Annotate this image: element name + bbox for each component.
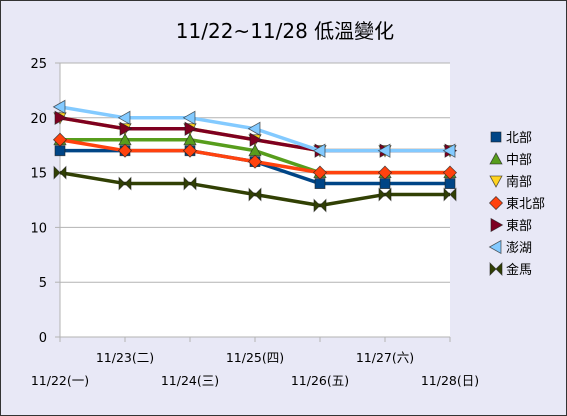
data-point	[377, 143, 391, 158]
legend-label: 北部	[506, 131, 532, 146]
data-point	[378, 187, 392, 202]
legend-label: 澎湖	[506, 241, 532, 256]
legend-label: 中部	[506, 153, 532, 168]
plot-area: 0 5 10 15 20 25 11/22(一) 11/23(二) 11/24(三) 11/25(…	[30, 57, 479, 388]
data-point	[54, 110, 68, 125]
data-point	[118, 176, 132, 191]
x-tick-label: 11/25(四)	[226, 350, 284, 365]
legend-marker	[488, 195, 504, 211]
series-6	[52, 99, 456, 158]
data-point	[247, 121, 261, 136]
chart-title: 11/22~11/28 低溫變化	[176, 19, 394, 43]
data-point	[442, 143, 456, 158]
data-point	[183, 176, 197, 191]
data-point	[117, 143, 133, 158]
data-point	[442, 165, 458, 180]
data-point	[312, 165, 328, 180]
legend-item: 東部	[490, 217, 532, 234]
legend-item: 金馬	[489, 262, 532, 278]
legend-item: 東北部	[488, 195, 545, 212]
data-point	[313, 198, 327, 213]
plot-background	[60, 63, 450, 337]
data-point	[314, 178, 326, 189]
data-point	[54, 145, 66, 157]
data-point	[182, 143, 198, 158]
series-7	[53, 165, 457, 213]
x-tick-label: 11/22(一)	[31, 373, 89, 388]
data-point	[248, 187, 262, 202]
data-point	[52, 132, 68, 147]
data-point	[119, 121, 133, 136]
data-point	[53, 165, 67, 180]
x-tick-label: 11/28(日)	[421, 373, 479, 388]
y-tick-label: 20	[30, 112, 47, 127]
legend-label: 南部	[506, 174, 532, 190]
data-point	[247, 154, 263, 169]
y-tick-label: 0	[39, 331, 47, 346]
data-point	[249, 132, 263, 147]
x-tick-label: 11/23(二)	[96, 350, 154, 365]
data-point	[379, 178, 391, 189]
legend-item: 澎湖	[488, 239, 532, 256]
x-tick-label: 11/27(六)	[356, 350, 414, 365]
data-point	[377, 165, 393, 180]
data-point	[443, 187, 457, 202]
series-4	[52, 132, 458, 180]
legend-marker	[490, 131, 502, 143]
legend-marker	[490, 217, 504, 233]
legend-marker	[489, 175, 503, 188]
data-point	[184, 121, 198, 136]
y-tick-label: 10	[30, 221, 47, 236]
x-tick-label: 11/24(三)	[161, 373, 219, 388]
y-tick-label: 25	[30, 57, 47, 72]
legend-label: 東北部	[506, 196, 545, 212]
legend-label: 東部	[506, 218, 532, 234]
data-point	[182, 110, 196, 125]
legend-item: 南部	[489, 174, 532, 190]
data-point	[444, 178, 456, 189]
legend-item: 北部	[490, 131, 532, 146]
legend-marker	[489, 152, 503, 165]
legend-label: 金馬	[506, 262, 532, 278]
data-point	[52, 99, 66, 115]
legend-item: 中部	[489, 152, 532, 168]
y-tick-label: 15	[30, 167, 47, 182]
y-tick-label: 5	[39, 276, 47, 291]
x-tick-label: 11/26(五)	[291, 373, 349, 388]
legend-marker	[489, 262, 503, 276]
data-point	[312, 143, 326, 158]
legend-marker	[488, 239, 502, 255]
data-point	[117, 110, 131, 125]
